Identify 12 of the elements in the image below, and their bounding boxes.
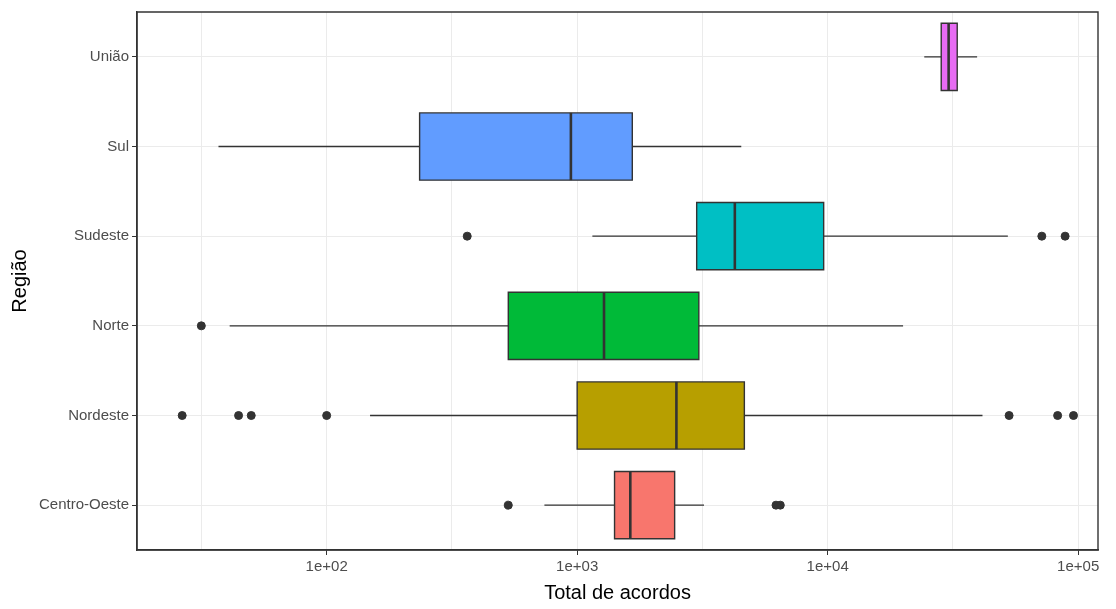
y-tick-label: Nordeste	[68, 405, 130, 423]
y-tick-label: Sul	[107, 136, 130, 154]
x-axis-title: Total de acordos	[544, 580, 691, 603]
x-tick-label: 1e+05	[1057, 557, 1100, 575]
x-tick-label: 1e+02	[305, 557, 348, 575]
y-tick-label: União	[89, 46, 130, 64]
y-axis-title: Região	[7, 249, 30, 313]
y-tick-label: Norte	[92, 315, 130, 333]
x-tick-label: 1e+03	[556, 557, 599, 575]
y-tick-label: Sudeste	[73, 226, 130, 244]
y-tick-label: Centro-Oeste	[38, 495, 130, 513]
x-tick-label: 1e+04	[806, 557, 849, 575]
